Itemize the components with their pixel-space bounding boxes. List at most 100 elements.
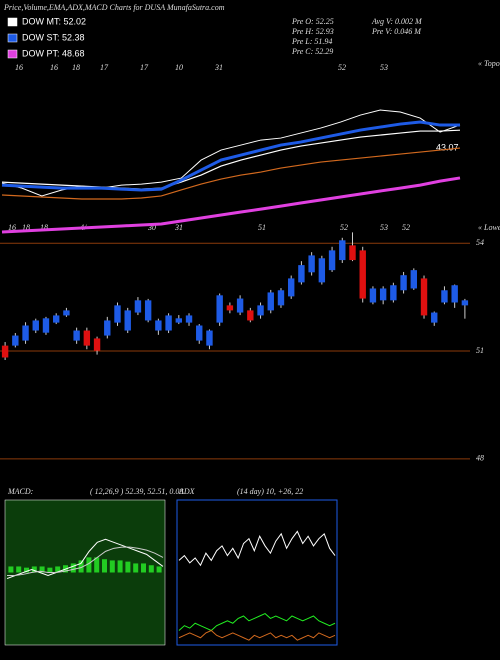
candle-body [236,298,244,313]
candle-body [451,285,458,303]
date-label: 31 [214,63,223,72]
histogram-bar [55,566,61,573]
candle-body [196,325,203,341]
candle-body [175,318,183,323]
candle-body [52,315,60,323]
candle-body [400,275,407,291]
candle-body [277,290,285,306]
top-right-label: « Topo [478,59,500,68]
series-line [178,530,336,567]
candle-body [318,258,326,283]
legend-label: DOW PT: 48.68 [22,48,85,58]
candle-body [73,330,80,341]
candle-body [144,300,152,321]
series-line [1,120,460,192]
candle-body [390,285,397,301]
legend-swatch [7,33,18,43]
candle-body [185,315,193,323]
candle-body [369,288,377,303]
date-label: 53 [380,63,388,72]
histogram-bar [47,567,53,573]
candle-body [461,300,469,306]
series-line [7,546,164,577]
y-tick-label: 48 [476,454,484,463]
y-tick-label: 54 [476,238,484,247]
date-label: 52 [340,223,348,232]
date-label: 16 [8,223,16,232]
legend-label: DOW ST: 52.38 [22,32,85,42]
date-label: 31 [174,223,183,232]
date-label: 53 [380,223,388,232]
candle-body [287,278,295,297]
chart-title: Price,Volume,EMA,ADX,MACD Charts for DUS… [3,3,225,12]
series-line [6,538,164,580]
y-tick-label: 51 [476,346,484,355]
histogram-bar [94,557,100,573]
info-text: Pre C: 52.29 [291,47,333,56]
histogram-bar [117,560,123,573]
info-text: Avg V: 0.002 M [371,17,423,26]
date-label: 17 [100,63,109,72]
date-label: 52 [402,223,410,232]
info-text: Pre O: 52.25 [291,17,334,26]
histogram-bar [102,559,107,573]
candle-body [267,292,274,311]
date-label: 18 [22,223,30,232]
candle-body [328,250,336,271]
candle-body [410,270,418,289]
candle-body [114,305,121,323]
date-label: 18 [72,63,80,72]
candle-body [63,310,70,316]
series-line [1,176,461,234]
candle-body [104,320,111,336]
series-line [1,109,461,197]
candle-body [83,330,91,346]
series-line [1,129,461,190]
panel-background [176,499,338,646]
candle-body [359,250,366,299]
candle-body [206,330,213,346]
candle-body [298,265,305,283]
histogram-bar [125,561,131,573]
histogram-bar [133,563,139,573]
panel-label: ADX [178,487,196,496]
histogram-bar [78,560,84,573]
date-label: 52 [338,63,346,72]
candle-body [165,315,172,331]
candle-body [257,305,264,316]
candle-body [420,278,428,316]
candle-body [349,245,356,261]
candle-body [12,335,19,346]
panel-label: MACD: [7,487,34,496]
candle-body [155,320,162,331]
histogram-bar [8,566,14,573]
annotation: 43.07 [436,142,459,152]
candle-body [42,318,50,333]
candle-body [379,288,387,301]
histogram-bar [86,557,92,573]
histogram-bar [24,567,29,573]
histogram-bar [39,566,45,573]
candle-body [247,310,254,321]
candle-body [339,240,346,261]
candle-body [226,305,234,311]
candle-body [93,338,101,351]
series-line [178,629,336,641]
histogram-bar [148,565,154,573]
candle-body [134,300,142,313]
candle-body [308,255,315,273]
info-text: Pre V: 0.046 M [371,27,422,36]
legend-swatch [7,17,18,27]
panel-params: ( 12,26,9 ) 52.39, 52.51, 0.08 [90,487,183,496]
bottom-right-label: « Lowes [478,223,500,232]
date-label: 10 [175,63,183,72]
histogram-bar [31,566,37,573]
date-label: 30 [147,223,156,232]
candle-body [124,310,131,331]
date-label: 16 [15,63,23,72]
histogram-bar [16,566,22,573]
date-label: 16 [50,63,58,72]
candle-body [216,295,223,323]
